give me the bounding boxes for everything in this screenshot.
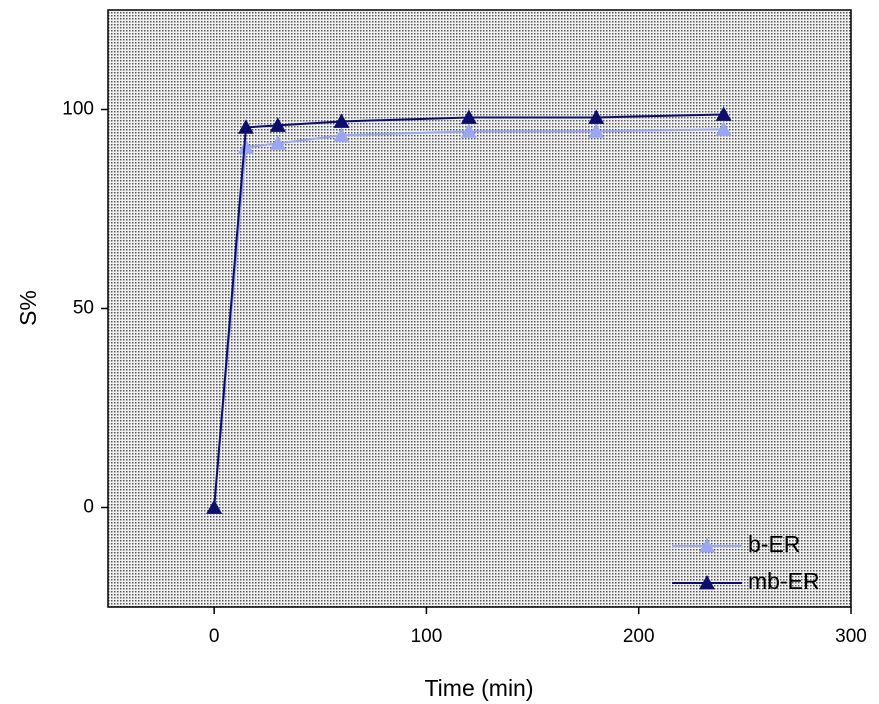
point xyxy=(460,123,477,138)
point xyxy=(237,119,254,134)
point xyxy=(460,109,477,124)
point xyxy=(269,117,286,132)
y-tick-label: 100 xyxy=(62,99,94,120)
plot-area xyxy=(107,9,852,608)
legend-label: b-ER xyxy=(748,531,800,557)
point xyxy=(588,123,605,138)
point xyxy=(715,121,732,136)
legend-marker xyxy=(699,575,715,590)
x-tick-label: 300 xyxy=(835,626,867,647)
point xyxy=(588,109,605,124)
point xyxy=(715,106,732,121)
y-tick-label: 0 xyxy=(83,497,94,518)
y-tick-label: 50 xyxy=(73,298,94,319)
legend-label: mb-ER xyxy=(748,568,820,594)
x-axis-title: Time (min) xyxy=(424,675,533,701)
x-tick-label: 0 xyxy=(209,626,220,647)
x-tick-label: 200 xyxy=(623,626,655,647)
point xyxy=(269,135,286,150)
point xyxy=(237,139,254,154)
point xyxy=(206,499,223,514)
y-axis-title: S% xyxy=(15,290,41,326)
point xyxy=(333,113,350,128)
point xyxy=(333,127,350,142)
legend-marker xyxy=(699,538,715,553)
x-tick-label: 100 xyxy=(411,626,443,647)
